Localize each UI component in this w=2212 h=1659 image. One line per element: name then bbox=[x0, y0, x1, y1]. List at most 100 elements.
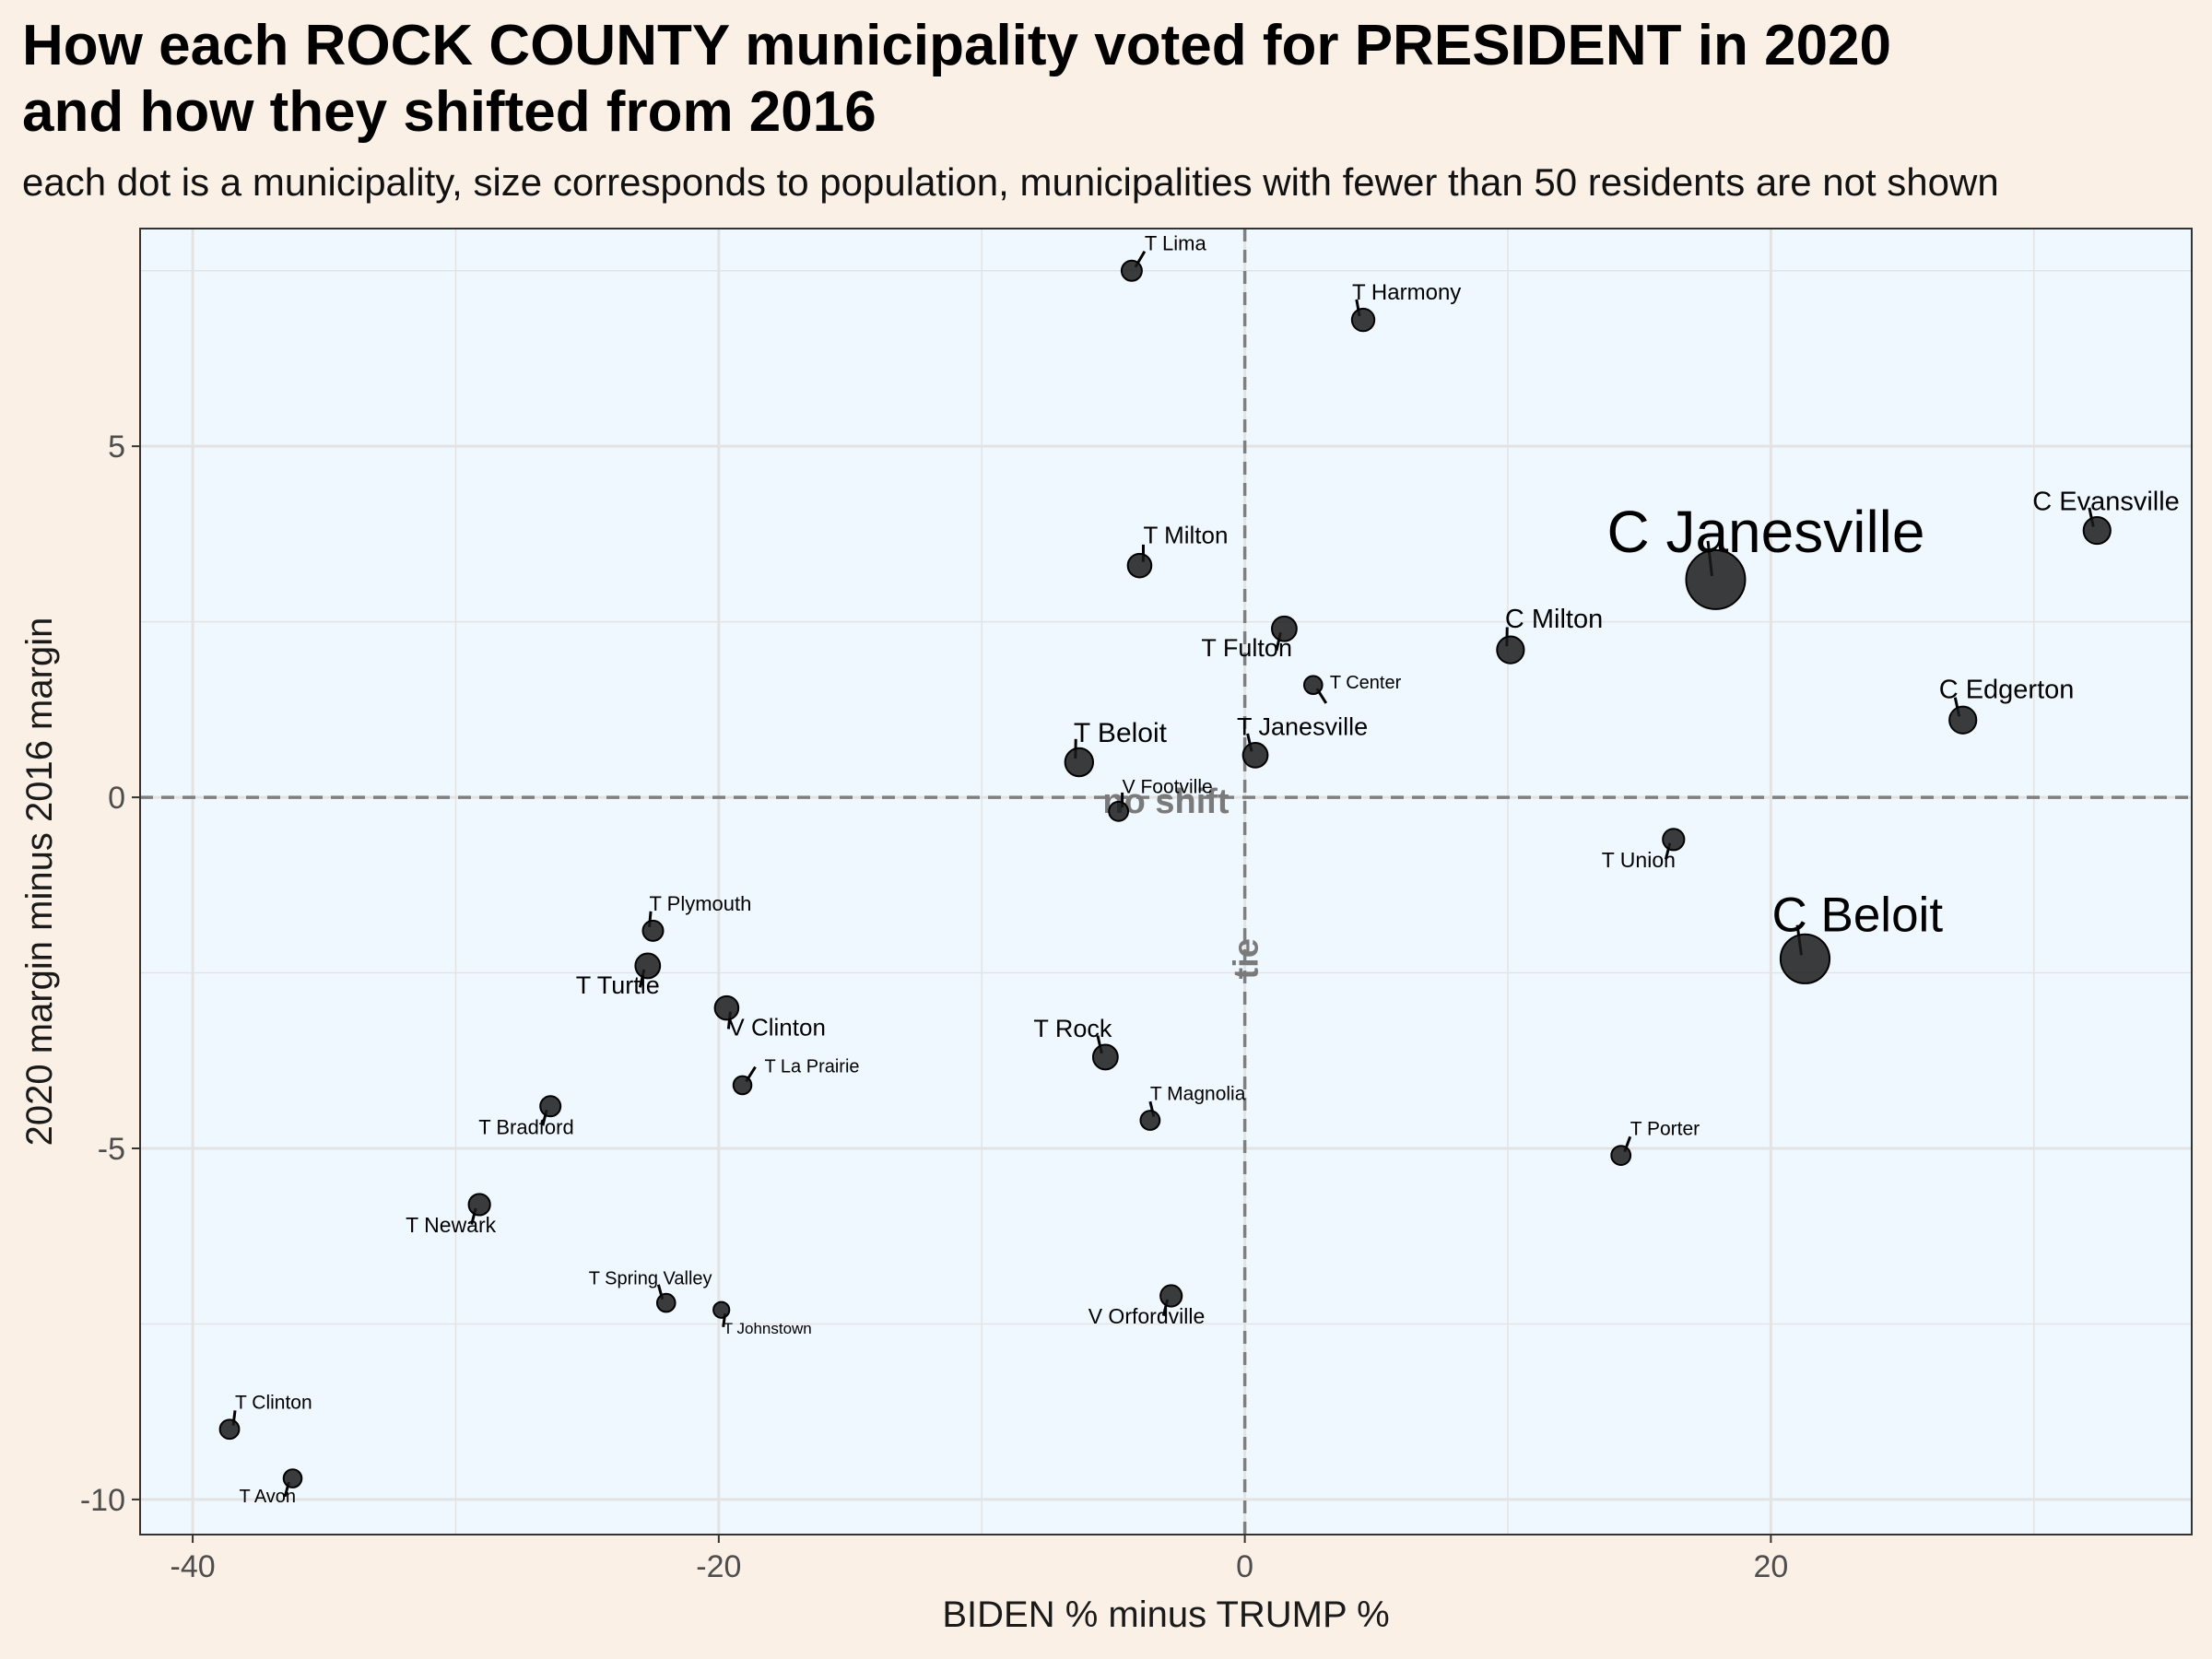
data-point: T Porter bbox=[1610, 1119, 1700, 1167]
point-label: T Rock bbox=[1033, 1015, 1112, 1042]
point-marker bbox=[712, 1300, 731, 1319]
point-label: T Plymouth bbox=[650, 892, 752, 915]
point-marker bbox=[1303, 675, 1324, 695]
point-label: C Janesville bbox=[1606, 499, 1924, 565]
point-label: T Clinton bbox=[235, 1393, 312, 1414]
chart-title: How each ROCK COUNTY municipality voted … bbox=[22, 13, 2197, 146]
data-point: T Union bbox=[1602, 828, 1686, 872]
point-label: T Harmony bbox=[1352, 280, 1461, 305]
point-label: T Union bbox=[1602, 848, 1676, 872]
point-marker bbox=[1139, 1110, 1161, 1131]
data-point: T Avon bbox=[240, 1468, 303, 1507]
point-marker bbox=[539, 1095, 562, 1118]
point-label: T Magnolia bbox=[1150, 1084, 1246, 1105]
point-marker bbox=[1685, 548, 1747, 610]
x-axis-title: BIDEN % minus TRUMP % bbox=[942, 1594, 1389, 1635]
data-point: C Beloit bbox=[1771, 888, 1943, 984]
point-marker bbox=[1271, 615, 1298, 642]
data-point: C Milton bbox=[1496, 605, 1603, 665]
x-tick-label: 0 bbox=[1236, 1549, 1253, 1584]
plot-border bbox=[139, 228, 2193, 1535]
y-axis-title: 2020 margin minus 2016 margin bbox=[19, 618, 60, 1147]
point-marker bbox=[218, 1418, 241, 1441]
data-point: T Johnstown bbox=[712, 1300, 812, 1337]
data-points: T Lima T Harmony T Milton C Janesville C Eva… bbox=[218, 232, 2180, 1507]
x-tick-label: -40 bbox=[171, 1549, 216, 1584]
point-label: T Center bbox=[1330, 673, 1402, 693]
point-marker bbox=[634, 952, 662, 980]
plot-panel bbox=[140, 229, 2192, 1535]
data-point: T Plymouth bbox=[641, 892, 752, 942]
point-label: T Turtle bbox=[576, 971, 660, 999]
point-marker bbox=[467, 1193, 491, 1217]
data-point: T Fulton bbox=[1201, 615, 1298, 662]
point-label: T Avon bbox=[240, 1487, 297, 1507]
data-point: T Rock bbox=[1033, 1015, 1119, 1071]
chart-subtitle: each dot is a municipality, size corresp… bbox=[22, 160, 1999, 204]
data-point: V Clinton bbox=[713, 994, 826, 1041]
data-point: T La Prairie bbox=[732, 1056, 860, 1096]
point-label: T Milton bbox=[1143, 522, 1228, 549]
point-label: V Orfordville bbox=[1088, 1304, 1206, 1328]
y-tick-label: -5 bbox=[98, 1132, 125, 1167]
data-point: C Evansville bbox=[2032, 488, 2180, 546]
tie-label: tie bbox=[1228, 938, 1266, 979]
point-label: T Beloit bbox=[1074, 718, 1168, 748]
data-point: V Footville bbox=[1108, 776, 1213, 822]
point-marker bbox=[641, 919, 665, 942]
x-tick-label: 20 bbox=[1753, 1549, 1788, 1584]
point-marker bbox=[1241, 741, 1269, 769]
point-marker bbox=[1064, 747, 1095, 778]
point-marker bbox=[1091, 1043, 1119, 1071]
point-marker bbox=[732, 1075, 753, 1096]
chart-title-line-2: and how they shifted from 2016 bbox=[22, 80, 877, 144]
point-label: C Edgerton bbox=[1939, 675, 2075, 704]
y-tick-label: 0 bbox=[108, 781, 125, 816]
data-point: T Lima bbox=[1120, 232, 1207, 282]
point-label: T Spring Valley bbox=[589, 1269, 712, 1289]
point-marker bbox=[1159, 1284, 1183, 1308]
point-marker bbox=[2082, 515, 2112, 546]
point-label: V Clinton bbox=[728, 1014, 826, 1041]
data-point: T Milton bbox=[1126, 522, 1228, 579]
data-point: C Edgerton bbox=[1939, 675, 2075, 735]
point-marker bbox=[1610, 1145, 1632, 1167]
point-marker bbox=[655, 1292, 677, 1313]
axes: -40 -20 0 20 -10 -5 0 5 bbox=[80, 429, 1788, 1584]
x-tick-label: -20 bbox=[696, 1549, 741, 1584]
data-point: T Harmony bbox=[1350, 280, 1461, 333]
point-label: C Evansville bbox=[2032, 488, 2180, 517]
point-marker bbox=[1120, 259, 1143, 282]
point-label: T Newark bbox=[406, 1213, 496, 1237]
point-label: C Beloit bbox=[1771, 888, 1943, 942]
data-point: T Magnolia bbox=[1139, 1084, 1246, 1131]
point-marker bbox=[1779, 933, 1831, 984]
data-point: V Orfordville bbox=[1088, 1284, 1206, 1328]
point-marker bbox=[1350, 307, 1376, 333]
data-point: T Clinton bbox=[218, 1393, 312, 1441]
chart-title-line-1: How each ROCK COUNTY municipality voted … bbox=[22, 14, 1892, 77]
point-label: T Janesville bbox=[1237, 712, 1368, 740]
y-tick-label: 5 bbox=[108, 429, 125, 465]
point-marker bbox=[282, 1468, 303, 1488]
point-label: C Milton bbox=[1505, 605, 1603, 634]
data-point: T Janesville bbox=[1237, 712, 1368, 769]
point-marker bbox=[713, 994, 740, 1021]
point-label: T Fulton bbox=[1201, 634, 1292, 662]
point-label: T Bradford bbox=[478, 1115, 574, 1138]
y-tick-label: -10 bbox=[80, 1483, 125, 1518]
point-marker bbox=[1108, 800, 1130, 822]
point-marker bbox=[1496, 635, 1525, 665]
data-point: T Newark bbox=[406, 1193, 497, 1237]
point-label: T Porter bbox=[1630, 1119, 1700, 1140]
data-point: C Janesville bbox=[1606, 499, 1924, 610]
point-marker bbox=[1948, 705, 1978, 735]
point-label: T La Prairie bbox=[765, 1056, 860, 1077]
point-marker bbox=[1126, 552, 1153, 579]
point-label: V Footville bbox=[1123, 776, 1213, 797]
data-point: T Bradford bbox=[478, 1095, 574, 1138]
data-point: T Spring Valley bbox=[589, 1269, 712, 1313]
point-marker bbox=[1662, 828, 1686, 852]
data-point: T Beloit bbox=[1064, 718, 1168, 778]
